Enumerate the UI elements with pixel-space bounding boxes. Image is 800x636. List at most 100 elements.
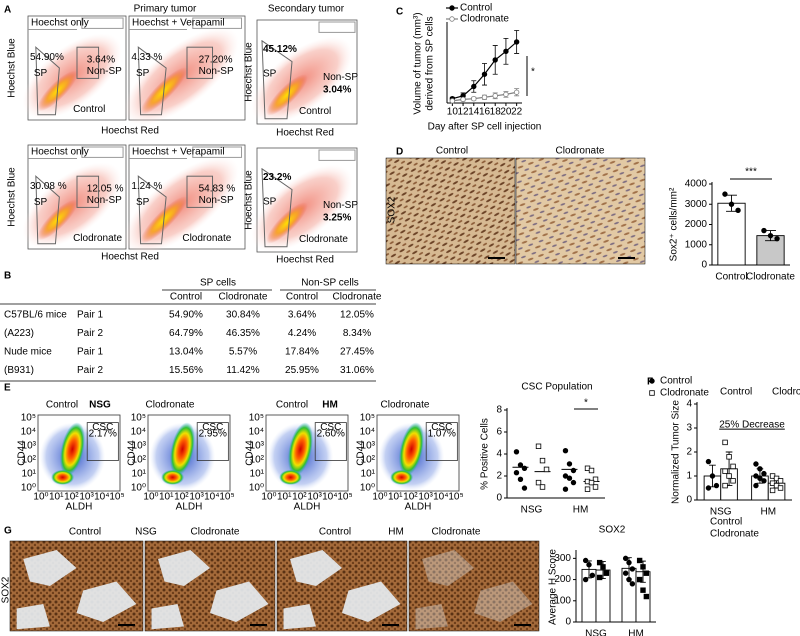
x-axis-label: ALDH xyxy=(405,502,432,513)
flow-group: Clodronate xyxy=(182,233,231,244)
group-label: HM xyxy=(322,400,338,411)
x-tick-label: 10¹ xyxy=(49,492,64,503)
data-point xyxy=(713,482,720,489)
flow-density xyxy=(279,469,303,485)
data-point xyxy=(513,449,520,455)
data-point xyxy=(460,96,466,103)
x-axis-label: Hoechst Red xyxy=(276,128,334,139)
csc-gate xyxy=(314,422,347,462)
y-axis-label: Average H Score xyxy=(548,549,559,625)
group-label: Control xyxy=(276,400,308,411)
top-gate xyxy=(192,146,243,158)
legend-marker xyxy=(649,378,655,384)
data-point xyxy=(636,576,643,583)
data-point xyxy=(600,564,606,570)
data-point xyxy=(753,473,759,479)
gate-label: CSC xyxy=(320,422,341,433)
x-tick-label: 10⁴ xyxy=(322,492,337,503)
y-tick-label: 10⁵ xyxy=(360,413,375,424)
data-point xyxy=(722,191,728,197)
data-point xyxy=(705,485,712,491)
y-tick-label: 4 xyxy=(686,399,692,410)
legend-marker xyxy=(449,5,455,11)
x-tick-label: 10⁰ xyxy=(372,492,387,503)
column-header: Secondary tumor xyxy=(268,4,345,15)
y-tick-label: 10⁴ xyxy=(360,427,375,438)
x-tick-label: 10⁰ xyxy=(261,492,276,503)
legend-label: Clodronate xyxy=(660,388,709,399)
table-cell: 17.84% xyxy=(285,347,319,358)
y-axis-label: Sox2⁺ cells/mm² xyxy=(669,187,680,261)
flow-density xyxy=(169,422,196,477)
x-tick-label: 12 xyxy=(458,107,470,118)
stroma xyxy=(16,604,50,630)
flow-sp-pct: 4.33 % xyxy=(131,52,162,63)
x-tick-label: 22 xyxy=(511,107,523,118)
data-point xyxy=(753,482,759,489)
legend-label: Clodronate xyxy=(460,14,509,25)
table-cell: C57BL/6 mice xyxy=(4,310,67,321)
bar xyxy=(717,202,746,266)
table-cell: (B931) xyxy=(4,365,34,376)
csc-gate xyxy=(86,422,119,462)
x-tick-label: 10⁴ xyxy=(94,492,109,503)
flow-nonsp: Non-SP xyxy=(323,200,358,211)
table-cell: 46.35% xyxy=(226,328,260,339)
sp-gate xyxy=(137,46,167,116)
data-point xyxy=(566,475,573,481)
data-point xyxy=(513,39,520,45)
top-gate xyxy=(192,17,243,29)
x-tick-label: 18 xyxy=(490,107,502,118)
stroma xyxy=(290,550,342,586)
data-point xyxy=(753,461,759,467)
stroma xyxy=(474,581,533,622)
legend-label: Control xyxy=(720,387,752,398)
table-cell: 15.56% xyxy=(169,365,203,376)
table-cell: Pair 2 xyxy=(77,365,104,376)
data-point xyxy=(566,461,573,467)
flow-nonsp-pct: 3.25% xyxy=(323,212,351,223)
data-point xyxy=(481,94,488,100)
y-tick-label: 10⁰ xyxy=(360,483,375,494)
data-point xyxy=(722,482,728,489)
data-point xyxy=(640,564,646,570)
x-axis-label: ALDH xyxy=(176,502,203,513)
data-point xyxy=(570,479,577,486)
data-point xyxy=(626,559,632,566)
x-axis-label: Hoechst Red xyxy=(101,252,159,263)
table-cell: Nude mice xyxy=(4,347,52,358)
table-cell: (A223) xyxy=(4,328,34,339)
flow-sp-pct: 45.12% xyxy=(263,44,297,55)
y-tick-label: 10⁴ xyxy=(249,427,264,438)
data-point xyxy=(589,572,596,579)
data-point xyxy=(709,473,716,479)
data-point xyxy=(543,466,550,473)
gate-pct: 2.95% xyxy=(199,429,227,440)
legend-marker xyxy=(699,531,705,537)
flow-core xyxy=(266,202,308,244)
y-axis-label: CD44 xyxy=(245,440,256,466)
data-point xyxy=(586,562,592,568)
flow-core xyxy=(266,74,308,116)
top-gate xyxy=(81,17,124,29)
data-point xyxy=(517,462,524,468)
legend-marker xyxy=(649,390,655,396)
x-tick-label: 10¹ xyxy=(159,492,174,503)
x-axis-label: ALDH xyxy=(294,502,321,513)
y-axis-label: derived from SP cells xyxy=(425,16,436,110)
table-cell: 4.24% xyxy=(288,328,316,339)
x-axis-label: Day after SP cell injection xyxy=(428,122,542,133)
x-axis-label: Hoechst Red xyxy=(276,255,334,266)
data-point xyxy=(582,557,589,564)
y-tick-label: 10⁵ xyxy=(131,413,146,424)
legend-label: Clodronate xyxy=(710,529,759,540)
x-axis-label: ALDH xyxy=(66,502,93,513)
csc-gate xyxy=(425,422,458,462)
x-tick-label: 10² xyxy=(403,492,418,503)
data-point xyxy=(535,443,542,449)
x-tick-label: HM xyxy=(628,629,644,636)
flow-nonsp-pct: 54.83 % xyxy=(199,183,236,194)
flow-nonsp: Non-SP xyxy=(199,66,234,77)
stroma xyxy=(210,581,269,622)
column-header: Primary tumor xyxy=(134,4,197,15)
